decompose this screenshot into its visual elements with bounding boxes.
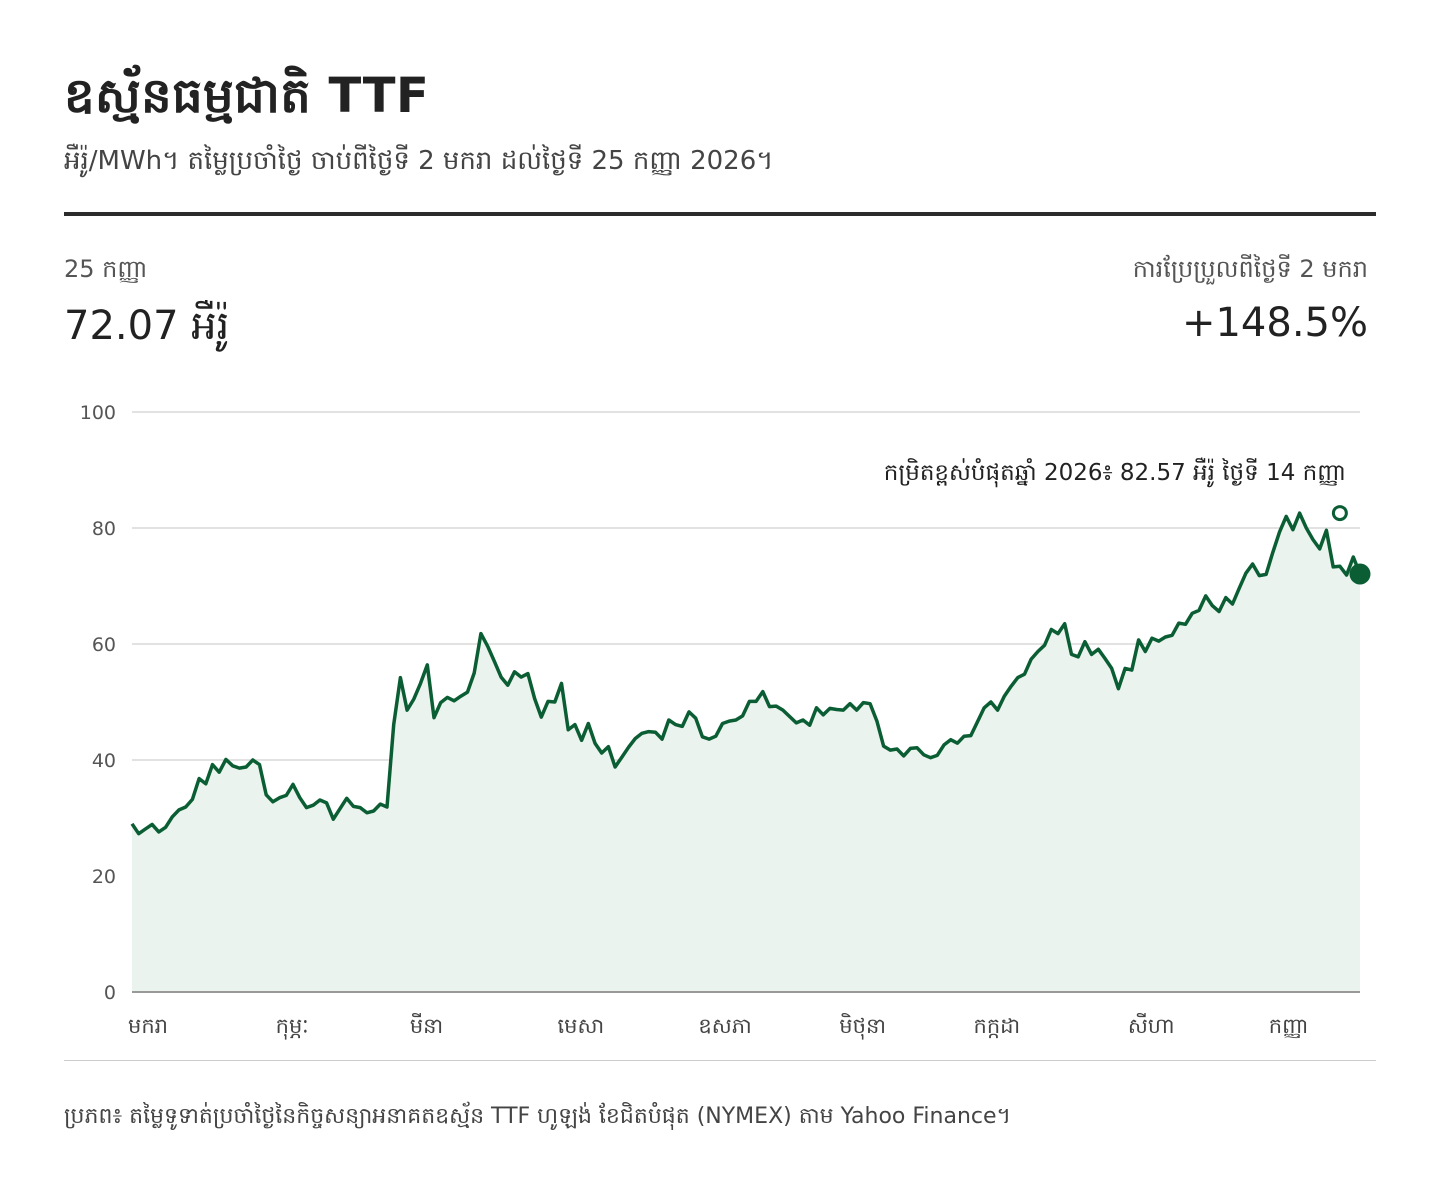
y-tick-label: 20 [92, 866, 116, 888]
price-chart: 0 20 40 60 80 100 មករា កុម្ភៈ មីនា មេសា ឧសភា មិថុន… [80, 402, 1371, 1040]
x-tick-label: កក្កដា [974, 1014, 1021, 1039]
x-tick-label: មិថុនា [839, 1013, 886, 1040]
footer-divider [64, 1060, 1376, 1061]
price-area-fill [132, 513, 1360, 992]
y-tick-label: 0 [104, 982, 116, 1004]
x-tick-label: ឧសភា [698, 1014, 751, 1038]
y-tick-label: 40 [92, 750, 116, 772]
latest-value-marker [1349, 563, 1371, 585]
x-tick-label: កញ្ញា [1269, 1014, 1309, 1039]
latest-date-label: 25 កញ្ញា [64, 255, 148, 283]
y-tick-label: 60 [92, 634, 116, 656]
x-tick-label: មករា [128, 1014, 168, 1038]
x-tick-label: មេសា [557, 1014, 604, 1038]
x-tick-labels: មករា កុម្ភៈ មីនា មេសា ឧសភា មិថុនា កក្កដា សីហា កញ… [128, 1013, 1308, 1040]
latest-price-value: 72.07 អឺរ៉ូ [64, 303, 230, 349]
source-note: ប្រភព៖ តម្លៃទូទាត់ប្រចាំថ្ងៃនៃកិច្ចសន្យា… [64, 1104, 1012, 1129]
page-subtitle: អឺរ៉ូ/MWh។ តម្លៃប្រចាំថ្ងៃ ចាប់ពីថ្ងៃទី … [64, 146, 774, 176]
page-title: ឧស្ម័នធម្មជាតិ TTF [64, 68, 430, 124]
price-series-line [130, 511, 1362, 836]
x-tick-label: សីហា [1128, 1013, 1175, 1038]
peak-annotation: កម្រិតខ្ពស់បំផុតឆ្នាំ 2026៖ 82.57 អឺរ៉ូ … [884, 457, 1346, 488]
x-tick-label: មីនា [410, 1013, 443, 1038]
x-tick-label: កុម្ភៈ [276, 1014, 309, 1040]
change-label: ការប្រែប្រួលពីថ្ងៃទី 2 មករា [1132, 255, 1368, 283]
change-value: +148.5% [1181, 300, 1368, 346]
y-tick-label: 100 [80, 402, 116, 424]
y-tick-labels: 0 20 40 60 80 100 [80, 402, 116, 1004]
y-tick-label: 80 [92, 518, 116, 540]
peak-marker [1331, 505, 1348, 522]
header-divider [64, 212, 1376, 216]
